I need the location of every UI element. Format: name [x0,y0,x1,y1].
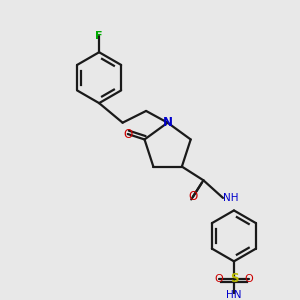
Text: O: O [123,128,132,140]
Text: O: O [215,274,224,284]
Text: HN: HN [226,290,242,300]
Text: N: N [163,116,172,129]
Text: O: O [244,274,253,284]
Text: NH: NH [223,193,239,203]
Text: S: S [230,272,238,285]
Text: F: F [95,31,103,41]
Text: O: O [188,190,197,203]
